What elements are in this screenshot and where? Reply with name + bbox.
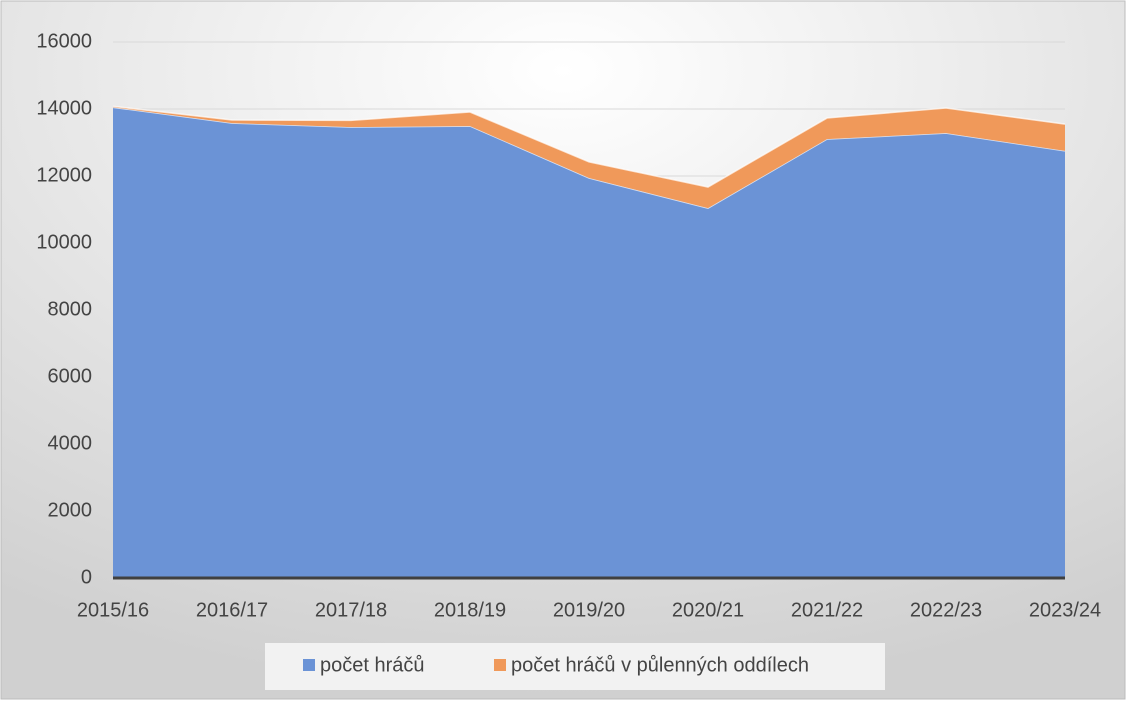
y-tick-label: 12000 — [36, 164, 92, 186]
area — [113, 106, 1065, 209]
y-tick-label: 2000 — [48, 499, 93, 521]
legend-box — [265, 643, 885, 690]
legend-swatch — [303, 659, 315, 671]
legend-label: počet hráčů — [320, 654, 425, 676]
legend-label: počet hráčů v půlenných oddílech — [511, 654, 809, 676]
y-tick-label: 8000 — [48, 298, 93, 320]
x-tick-label: 2023/24 — [1029, 599, 1101, 621]
x-tick-label: 2016/17 — [196, 599, 268, 621]
y-tick-label: 10000 — [36, 231, 92, 253]
y-tick-label: 14000 — [36, 97, 92, 119]
x-tick-label: 2020/21 — [672, 599, 744, 621]
area-edge — [112, 105, 1066, 188]
x-tick-label: 2015/16 — [77, 599, 149, 621]
y-tick-label: 0 — [81, 566, 92, 588]
y-tick-label: 16000 — [36, 30, 92, 52]
x-tick-label: 2022/23 — [910, 599, 982, 621]
legend-swatch — [494, 659, 506, 671]
x-tick-label: 2021/22 — [791, 599, 863, 621]
x-tick-label: 2017/18 — [315, 599, 387, 621]
x-tick-label: 2019/20 — [553, 599, 625, 621]
y-tick-label: 6000 — [48, 365, 93, 387]
x-tick-label: 2018/19 — [434, 599, 506, 621]
y-tick-label: 4000 — [48, 432, 93, 454]
area — [113, 107, 1065, 578]
